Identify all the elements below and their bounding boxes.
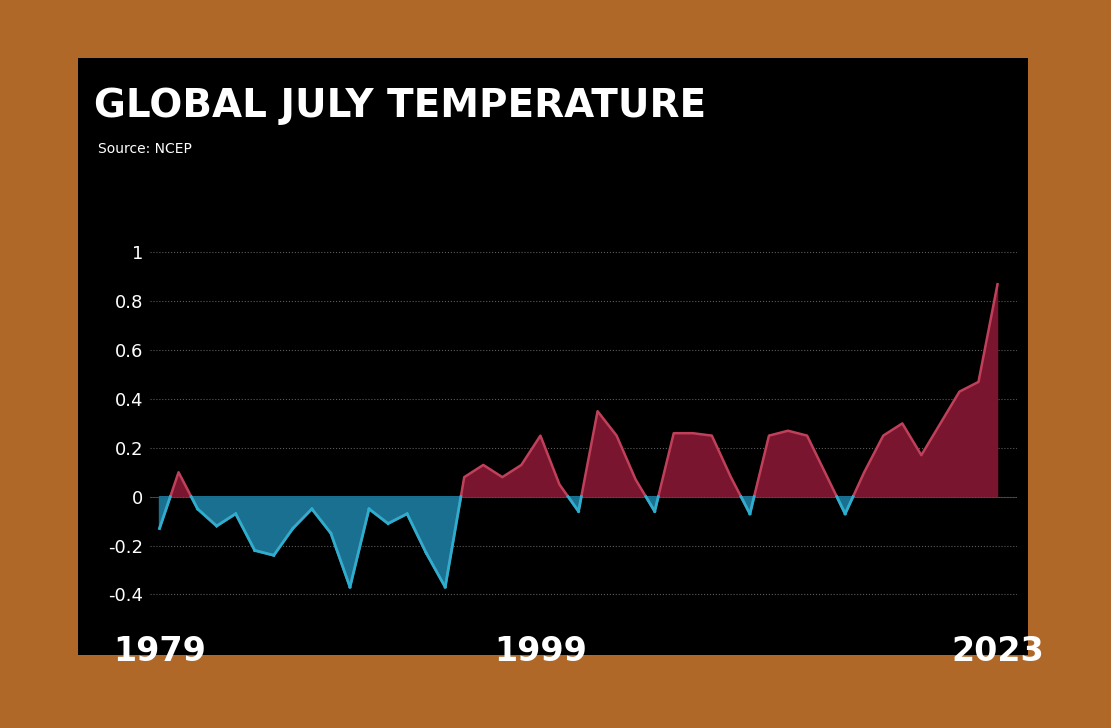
Text: Source: NCEP: Source: NCEP — [98, 142, 191, 156]
Text: GLOBAL JULY TEMPERATURE: GLOBAL JULY TEMPERATURE — [94, 87, 707, 125]
